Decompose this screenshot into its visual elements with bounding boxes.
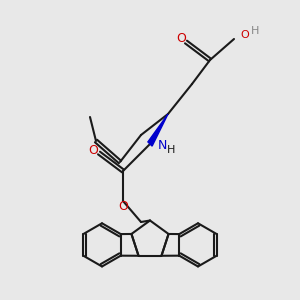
Text: O: O [240, 30, 249, 40]
Polygon shape [148, 114, 168, 146]
Text: N: N [158, 139, 167, 152]
Text: O: O [88, 143, 98, 157]
Text: H: H [250, 26, 259, 37]
Text: O: O [118, 200, 128, 214]
Text: O: O [177, 32, 186, 45]
Text: H: H [167, 145, 175, 155]
